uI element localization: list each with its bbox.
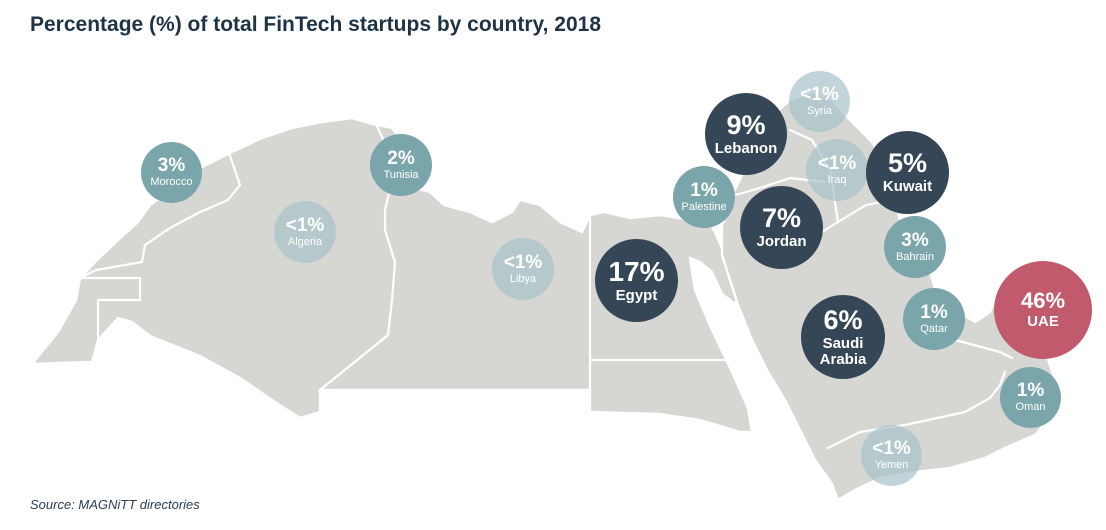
- jordan-label: Jordan: [756, 233, 807, 251]
- bubble-lebanon: 9% Lebanon: [705, 93, 787, 175]
- bubble-qatar: 1% Qatar: [903, 288, 965, 350]
- qatar-value: 1%: [920, 301, 948, 323]
- border-yemen-oman: [963, 370, 1007, 414]
- north-africa-landmass: [30, 116, 754, 434]
- bahrain-value: 3%: [901, 229, 929, 251]
- border-western-sahara: [78, 276, 142, 342]
- bubble-jordan: 7% Jordan: [740, 186, 823, 269]
- bubble-kuwait: 5% Kuwait: [866, 131, 949, 214]
- bubble-uae: 46% UAE: [994, 261, 1092, 359]
- morocco-label: Morocco: [150, 176, 193, 189]
- libya-label: Libya: [509, 272, 537, 285]
- morocco-value: 3%: [157, 155, 186, 177]
- algeria-value: <1%: [285, 214, 325, 236]
- syria-label: Syria: [806, 105, 833, 118]
- iraq-value: <1%: [817, 152, 857, 174]
- palestine-value: 1%: [690, 179, 718, 201]
- border-algeria-libya: [318, 228, 397, 392]
- bubble-oman: 1% Oman: [1000, 367, 1061, 428]
- bubble-egypt: 17% Egypt: [595, 239, 678, 322]
- bubble-morocco: 3% Morocco: [141, 142, 202, 203]
- oman-label: Oman: [1015, 401, 1046, 414]
- uae-value: 46%: [1020, 288, 1066, 314]
- qatar-label: Qatar: [920, 322, 948, 335]
- border-morocco-algeria: [78, 148, 242, 280]
- bubble-libya: <1% Libya: [492, 238, 554, 300]
- tunisia-label: Tunisia: [383, 168, 419, 181]
- kuwait-label: Kuwait: [882, 178, 933, 196]
- egypt-label: Egypt: [615, 286, 658, 304]
- tunisia-value: 2%: [387, 147, 415, 169]
- bubble-tunisia: 2% Tunisia: [370, 134, 432, 196]
- border-saudi-uae: [953, 338, 1014, 360]
- bubble-saudi-arabia: 6% Saudi Arabia: [801, 295, 885, 379]
- bubble-bahrain: 3% Bahrain: [884, 216, 946, 278]
- chart-title: Percentage (%) of total FinTech startups…: [30, 13, 602, 36]
- saudi-arabia-label: Saudi Arabia: [819, 334, 867, 368]
- egypt-value: 17%: [608, 255, 665, 287]
- source-note: Source: MAGNiTT directories: [30, 497, 200, 512]
- uae-label: UAE: [1027, 313, 1059, 331]
- kuwait-value: 5%: [887, 148, 928, 179]
- bubble-iraq: <1% Iraq: [806, 139, 868, 201]
- bubble-syria: <1% Syria: [789, 71, 850, 132]
- lebanon-label: Lebanon: [714, 139, 778, 157]
- algeria-label: Algeria: [287, 235, 323, 248]
- yemen-value: <1%: [872, 438, 911, 460]
- bubble-palestine: 1% Palestine: [673, 166, 735, 228]
- yemen-label: Yemen: [874, 459, 909, 472]
- syria-value: <1%: [800, 84, 839, 106]
- palestine-label: Palestine: [681, 200, 727, 213]
- saudi-arabia-value: 6%: [823, 304, 863, 335]
- bubble-algeria: <1% Algeria: [274, 201, 336, 263]
- bubble-yemen: <1% Yemen: [861, 425, 922, 486]
- bahrain-label: Bahrain: [896, 250, 934, 263]
- libya-value: <1%: [503, 251, 543, 273]
- iraq-label: Iraq: [827, 173, 847, 186]
- oman-value: 1%: [1016, 380, 1045, 402]
- jordan-value: 7%: [761, 203, 802, 234]
- lebanon-value: 9%: [726, 109, 766, 140]
